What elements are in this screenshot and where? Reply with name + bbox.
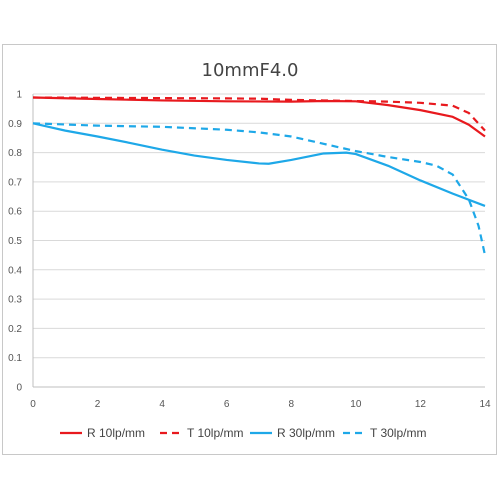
x-tick-label: 10 <box>350 399 362 410</box>
y-tick-label: 0.5 <box>8 236 22 247</box>
series-lines <box>32 96 487 256</box>
legend: R 10lp/mm T 10lp/mm R 30lp/mm T 30lp/mm <box>60 426 426 440</box>
y-tick-label: 0.3 <box>8 295 22 306</box>
legend-label: R 30lp/mm <box>277 426 335 440</box>
x-tick-label: 2 <box>95 399 101 410</box>
series-line <box>32 122 486 207</box>
x-tick-label: 8 <box>289 399 295 410</box>
x-tick-label: 12 <box>415 399 427 410</box>
chart-title: 10mmF4.0 <box>202 60 299 81</box>
y-tick-label: 0 <box>16 383 22 394</box>
y-tick-label: 0.8 <box>8 148 22 159</box>
x-tick-label: 14 <box>479 399 491 410</box>
y-tick-label: 0.7 <box>8 177 22 188</box>
y-tick-label: 0.6 <box>8 207 22 218</box>
y-tick-label: 1 <box>16 90 22 101</box>
axes: 00.10.20.30.40.50.60.70.80.910 2 4 6 8 10 12 14 <box>8 90 491 411</box>
series-line <box>32 96 486 132</box>
legend-label: T 10lp/mm <box>187 426 243 440</box>
y-tick-label: 0.4 <box>8 265 22 276</box>
y-tick-label: 0.2 <box>8 324 22 335</box>
gridlines <box>33 93 485 359</box>
series-line <box>32 122 487 256</box>
legend-label: T 30lp/mm <box>370 426 426 440</box>
x-tick-label: 4 <box>159 399 165 410</box>
x-tick-label: 0 <box>30 399 36 410</box>
y-tick-label: 0.9 <box>8 119 22 130</box>
x-tick-label: 6 <box>224 399 230 410</box>
legend-label: R 10lp/mm <box>87 426 145 440</box>
y-tick-label: 0.1 <box>8 353 22 364</box>
